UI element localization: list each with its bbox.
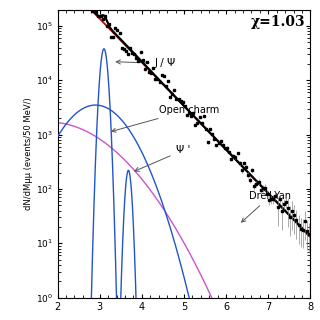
Y-axis label: dN/dMμμ (events/50 MeV/): dN/dMμμ (events/50 MeV/) xyxy=(24,97,33,210)
Text: χ=1.03: χ=1.03 xyxy=(251,15,305,29)
Text: Open charm: Open charm xyxy=(112,105,219,132)
Text: Drell-Yan: Drell-Yan xyxy=(242,191,291,222)
Text: Ψ ': Ψ ' xyxy=(135,146,190,171)
Text: J / Ψ: J / Ψ xyxy=(116,59,176,68)
